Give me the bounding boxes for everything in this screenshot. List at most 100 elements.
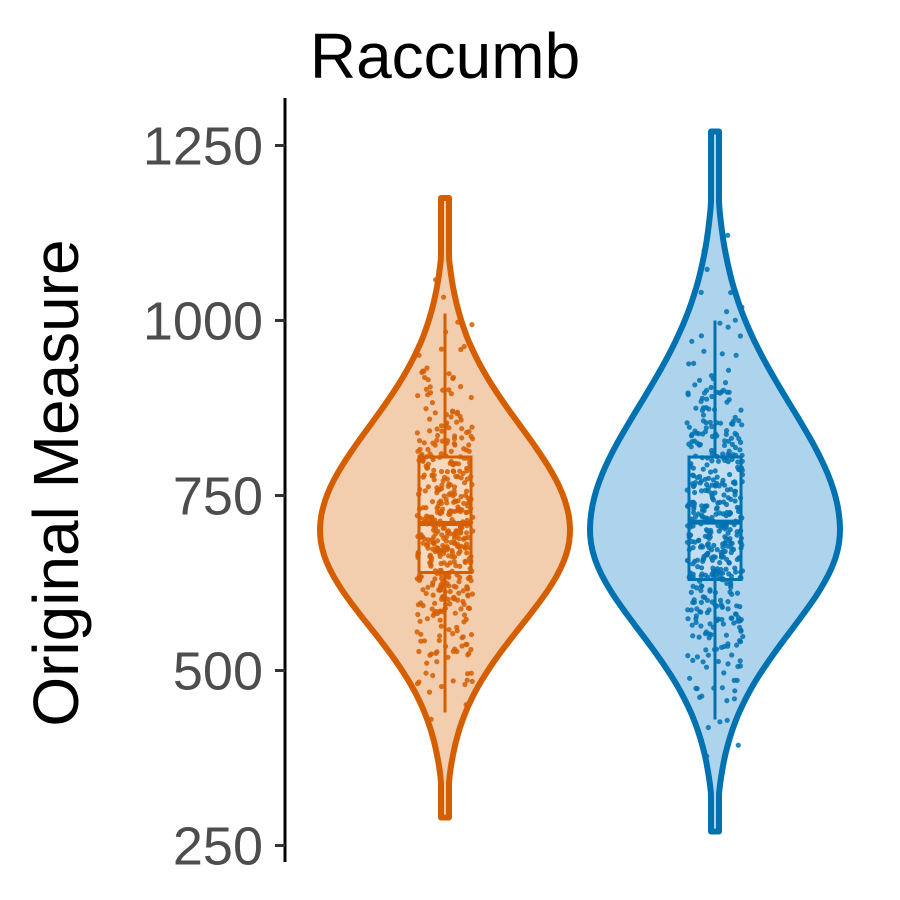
- data-point: [464, 468, 470, 474]
- y-tick-label: 250: [173, 817, 263, 877]
- data-point: [694, 557, 701, 563]
- data-point: [454, 543, 461, 549]
- data-point: [462, 545, 468, 551]
- data-point: [687, 570, 693, 576]
- data-point: [441, 609, 447, 615]
- data-point: [423, 463, 429, 469]
- data-point: [447, 560, 453, 566]
- data-point: [725, 232, 731, 238]
- data-point: [728, 486, 734, 492]
- data-point: [421, 368, 427, 374]
- data-point: [693, 613, 700, 619]
- data-point: [710, 477, 717, 483]
- data-point: [729, 615, 735, 621]
- data-point: [707, 534, 713, 540]
- data-point: [724, 309, 730, 315]
- data-point: [738, 617, 744, 623]
- data-point: [417, 515, 423, 521]
- data-point: [700, 659, 706, 665]
- data-point: [698, 609, 704, 615]
- data-point: [426, 689, 433, 695]
- data-point: [684, 487, 690, 493]
- data-point: [719, 604, 726, 610]
- data-point: [698, 333, 705, 339]
- data-point: [725, 530, 731, 536]
- data-point: [735, 459, 741, 465]
- data-point: [704, 481, 710, 488]
- data-point: [728, 577, 734, 583]
- data-point: [463, 492, 469, 498]
- data-point: [415, 554, 421, 561]
- data-point: [726, 560, 732, 566]
- data-point: [415, 550, 422, 556]
- data-point: [418, 574, 424, 580]
- data-point: [717, 719, 723, 725]
- data-point: [452, 610, 458, 616]
- data-point: [434, 659, 440, 665]
- data-point: [725, 367, 732, 373]
- data-point: [439, 683, 445, 690]
- data-point: [734, 590, 741, 596]
- data-point: [703, 425, 709, 431]
- data-point: [686, 547, 692, 553]
- data-point: [703, 405, 709, 411]
- data-point: [437, 633, 443, 639]
- data-point: [447, 588, 453, 595]
- data-point: [722, 526, 728, 532]
- data-point: [453, 473, 459, 479]
- data-point: [728, 496, 734, 502]
- data-point: [686, 424, 693, 430]
- data-point: [725, 324, 731, 330]
- data-point: [726, 397, 732, 403]
- data-point: [709, 599, 715, 605]
- data-point: [698, 478, 705, 484]
- data-point: [738, 535, 745, 541]
- data-point: [725, 661, 731, 667]
- data-point: [420, 474, 426, 480]
- y-tick-label: 1250: [143, 117, 263, 177]
- data-point: [738, 514, 744, 520]
- data-point: [691, 360, 697, 366]
- data-point: [432, 548, 438, 555]
- data-point: [427, 553, 433, 560]
- data-point: [735, 508, 742, 514]
- data-point: [719, 480, 725, 486]
- data-point: [443, 601, 449, 608]
- data-point: [431, 467, 437, 473]
- data-point: [448, 391, 454, 397]
- data-point: [690, 545, 696, 551]
- data-point: [427, 416, 433, 422]
- data-point: [715, 658, 722, 665]
- data-point: [699, 514, 706, 520]
- data-point: [444, 547, 450, 553]
- data-point: [698, 599, 705, 606]
- data-point: [438, 623, 444, 629]
- data-point: [418, 600, 424, 606]
- data-point: [711, 554, 717, 560]
- data-point: [461, 601, 467, 608]
- data-point: [690, 523, 696, 529]
- data-point: [427, 390, 434, 396]
- data-point: [441, 294, 447, 300]
- data-point: [707, 587, 713, 593]
- data-point: [450, 375, 456, 382]
- data-point: [463, 702, 469, 708]
- data-point: [731, 696, 738, 702]
- data-point: [739, 472, 746, 478]
- data-point: [700, 466, 706, 472]
- data-point: [689, 338, 695, 344]
- data-point: [725, 438, 732, 444]
- data-point: [717, 510, 723, 516]
- data-point: [424, 660, 430, 666]
- data-point: [468, 433, 474, 439]
- data-point: [461, 500, 467, 506]
- data-point: [689, 431, 695, 438]
- data-point: [422, 374, 428, 381]
- data-point: [690, 583, 696, 589]
- data-point: [415, 448, 421, 454]
- data-point: [736, 555, 742, 561]
- data-point: [465, 671, 471, 677]
- data-point: [690, 633, 696, 639]
- data-point: [440, 579, 446, 585]
- data-point: [712, 590, 719, 596]
